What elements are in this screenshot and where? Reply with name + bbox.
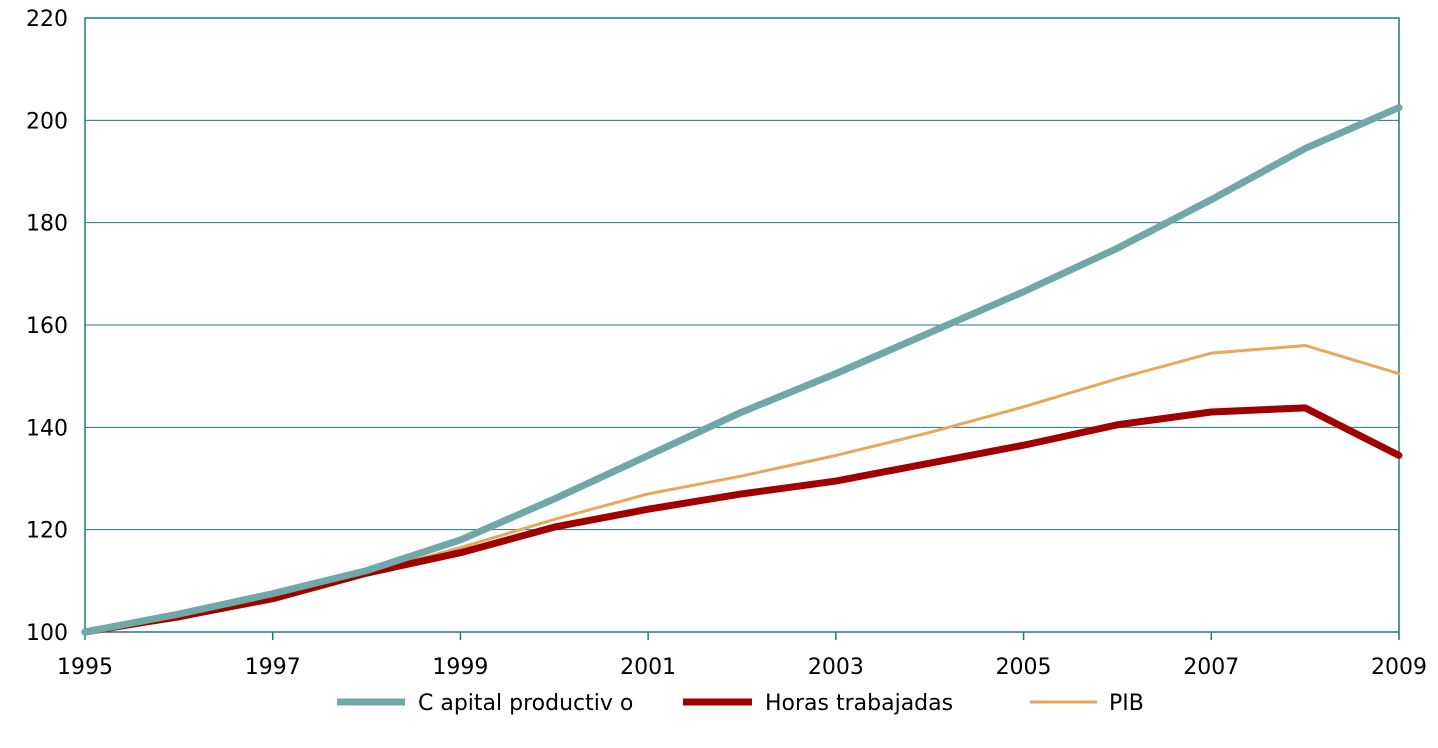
x-tick-label: 2003	[808, 655, 864, 680]
y-tick-label: 120	[26, 519, 68, 544]
x-tick-label: 1995	[57, 655, 113, 680]
x-tick-label: 2005	[996, 655, 1052, 680]
legend-label: PIB	[1109, 691, 1144, 716]
legend-label: Horas trabajadas	[765, 691, 953, 716]
y-tick-label: 100	[26, 621, 68, 646]
legend-label: C apital productiv o	[418, 691, 633, 716]
x-tick-label: 1997	[245, 655, 301, 680]
series-lines	[81, 104, 1403, 636]
series-line-horas-trabajadas	[81, 404, 1403, 636]
series-line-capital-productivo	[81, 104, 1403, 636]
plot-area-frame	[84, 17, 1400, 633]
legend-item: C apital productiv o	[337, 691, 633, 716]
y-axis-tick-labels: 100 120 140 160 180 200 220	[26, 7, 68, 646]
legend: C apital productiv o Horas trabajadas PIB	[337, 691, 1144, 716]
x-axis-tick-labels: 1995 1997 1999 2001 2003 2005 2007 2009	[57, 632, 1427, 680]
legend-item: PIB	[1030, 691, 1144, 716]
y-tick-label: 220	[26, 7, 68, 32]
gridlines	[85, 17, 1399, 633]
legend-item: Horas trabajadas	[683, 691, 953, 716]
y-tick-label: 140	[26, 416, 68, 441]
y-tick-label: 200	[26, 109, 68, 134]
x-tick-label: 2007	[1183, 655, 1239, 680]
y-tick-label: 160	[26, 314, 68, 339]
x-tick-label: 2001	[620, 655, 676, 680]
y-tick-label: 180	[26, 212, 68, 237]
x-tick-label: 1999	[432, 655, 488, 680]
x-tick-label: 2009	[1371, 655, 1427, 680]
